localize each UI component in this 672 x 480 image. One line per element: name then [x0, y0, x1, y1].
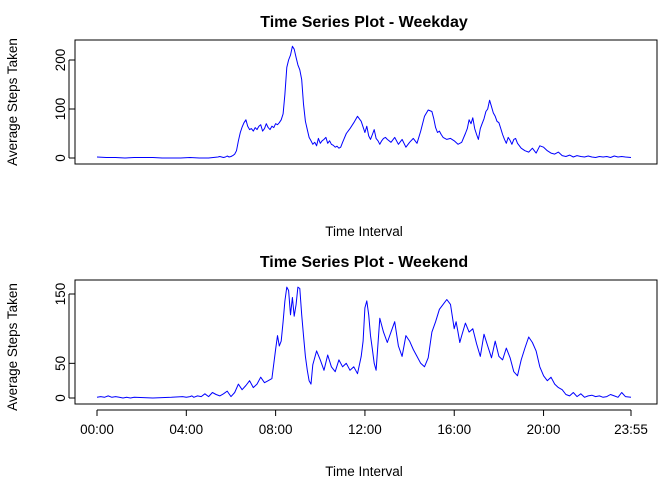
weekend-panel: Time Series Plot - Weekend Time Interval… — [5, 254, 658, 479]
weekend-x-tick-label-08-00: 08:00 — [259, 422, 293, 437]
weekday-x-axis-label: Time Interval — [325, 224, 403, 239]
weekend-x-tick-label-00-00: 00:00 — [80, 422, 114, 437]
weekday-series — [96, 45, 632, 159]
weekend-y-tick-label-50: 50 — [53, 356, 68, 371]
weekday-y-axis-label: Average Steps Taken — [5, 38, 20, 166]
weekday-panel: Time Series Plot - Weekday Time Interval… — [5, 14, 658, 239]
weekend-x-tick-label-04-00: 04:00 — [169, 422, 203, 437]
weekend-y-axis-label: Average Steps Taken — [5, 283, 20, 411]
weekend-plot-frame — [74, 279, 658, 405]
weekend-y-tick-label-0: 0 — [53, 394, 68, 402]
weekend-title: Time Series Plot - Weekend — [260, 254, 468, 271]
weekend-x-tick-label-23-55: 23:55 — [614, 422, 648, 437]
weekday-y-tick-label-100: 100 — [53, 98, 68, 121]
weekday-y-tick-label-0: 0 — [53, 154, 68, 162]
weekday-plot-frame — [74, 39, 658, 165]
weekend-x-tick-label-16-00: 16:00 — [437, 422, 471, 437]
weekend-series-line-0 — [96, 286, 632, 399]
weekend-series — [96, 286, 632, 399]
weekend-y-axis: 0 50 150 — [53, 283, 75, 402]
weekend-x-tick-label-20-00: 20:00 — [527, 422, 561, 437]
weekday-series-line-0 — [96, 45, 632, 159]
weekend-y-tick-label-150: 150 — [53, 283, 68, 306]
weekend-x-axis-label: Time Interval — [325, 464, 403, 479]
weekend-x-tick-label-12-00: 12:00 — [348, 422, 382, 437]
weekday-y-axis: 0 100 200 — [53, 49, 75, 162]
weekday-title: Time Series Plot - Weekday — [260, 14, 468, 31]
weekday-y-tick-label-200: 200 — [53, 49, 68, 72]
weekend-x-axis: 00:00 04:00 08:00 12:00 16:00 20:00 23:55 — [80, 409, 648, 437]
